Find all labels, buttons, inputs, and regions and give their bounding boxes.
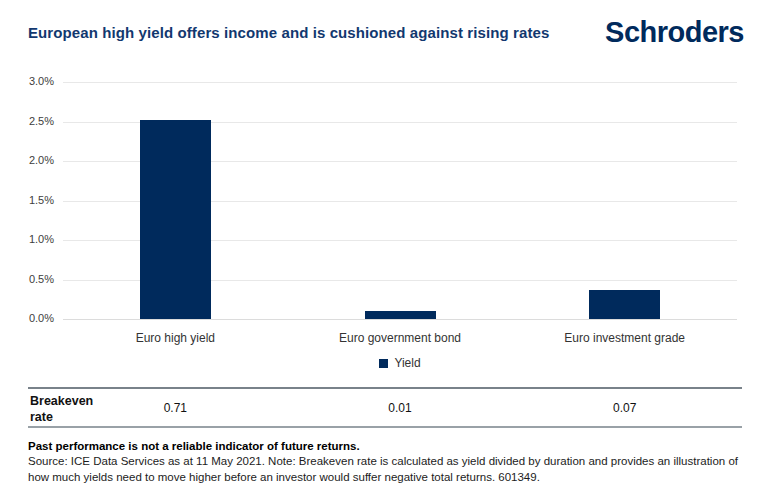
chart-title: European high yield offers income and is… [28, 24, 588, 41]
legend-label: Yield [394, 356, 420, 370]
source-note-line-1: Source: ICE Data Services as at 11 May 2… [28, 454, 746, 469]
bar-euro-high-yield [140, 120, 211, 319]
y-tick-label: 1.5% [29, 194, 54, 206]
bar-euro-investment-grade [589, 290, 660, 319]
category-label: Euro investment grade [564, 331, 685, 345]
past-performance-disclaimer: Past performance is not a reliable indic… [28, 439, 746, 454]
legend-swatch-yield-icon [379, 359, 388, 368]
legend: Yield [63, 356, 737, 370]
category-label: Euro government bond [339, 331, 461, 345]
y-tick-label: 0.0% [29, 312, 54, 324]
breakeven-value: 0.71 [164, 401, 187, 415]
category-label: Euro high yield [136, 331, 215, 345]
y-tick-label: 1.0% [29, 233, 54, 245]
plot-area [63, 82, 737, 319]
footer: Past performance is not a reliable indic… [28, 439, 746, 485]
breakeven-table: Breakeven rate 0.71 0.01 0.07 [28, 387, 742, 428]
y-tick-label: 0.5% [29, 273, 54, 285]
y-tick-label: 2.5% [29, 115, 54, 127]
breakeven-row-label: Breakeven rate [30, 393, 114, 426]
breakeven-value: 0.07 [613, 401, 636, 415]
source-note-line-2: how much yields need to move higher befo… [28, 470, 746, 485]
y-axis: 3.0%2.5%2.0%1.5%1.0%0.5%0.0% [14, 82, 54, 319]
schroders-logo: Schroders [605, 16, 744, 49]
x-axis-labels: Euro high yield Euro government bond Euro … [63, 331, 737, 347]
bar-euro-government-bond [365, 311, 436, 319]
y-tick-label: 3.0% [29, 75, 54, 87]
y-tick-label: 2.0% [29, 154, 54, 166]
gridline [63, 319, 737, 320]
page: European high yield offers income and is… [0, 0, 770, 500]
breakeven-value: 0.01 [388, 401, 411, 415]
gridline [63, 82, 737, 83]
